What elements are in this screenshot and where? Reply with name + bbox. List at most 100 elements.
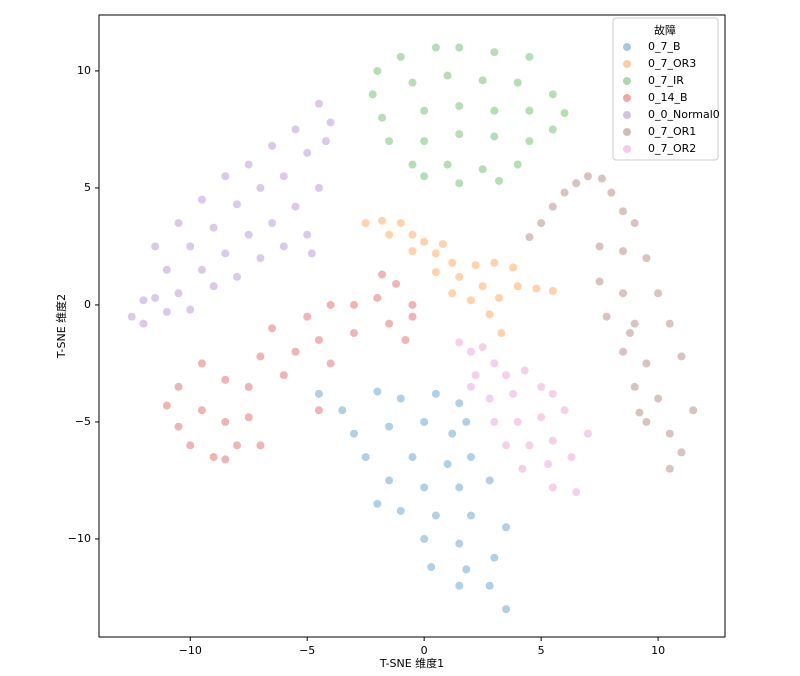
point — [501, 604, 511, 614]
point — [489, 106, 499, 116]
y-tick-label: 0 — [84, 298, 91, 311]
point — [197, 405, 207, 415]
point — [139, 295, 148, 305]
point — [431, 43, 441, 52]
point — [494, 176, 504, 186]
point — [548, 389, 558, 399]
point — [525, 232, 534, 242]
x-tick-label: 5 — [538, 644, 545, 657]
point — [220, 375, 230, 385]
x-tick-label: 0 — [421, 644, 428, 657]
point — [302, 148, 312, 158]
point — [326, 118, 335, 127]
point — [494, 293, 504, 303]
point — [244, 230, 254, 240]
point — [618, 347, 628, 357]
point — [408, 78, 417, 88]
point — [174, 422, 183, 432]
point — [513, 417, 523, 427]
point — [501, 522, 511, 532]
point — [508, 263, 518, 272]
point — [314, 335, 324, 345]
point — [478, 164, 488, 174]
point — [256, 352, 265, 361]
legend-marker — [623, 77, 631, 85]
point — [634, 408, 644, 417]
point — [665, 319, 675, 329]
point — [384, 476, 394, 485]
point — [139, 319, 148, 329]
point — [454, 483, 464, 492]
point — [256, 440, 265, 450]
point — [454, 581, 464, 591]
point — [307, 249, 317, 258]
point — [602, 312, 612, 322]
point — [372, 499, 382, 509]
point — [466, 347, 476, 357]
point — [419, 417, 429, 427]
point — [489, 553, 499, 563]
point — [361, 452, 371, 462]
point — [314, 99, 324, 109]
point — [548, 436, 558, 446]
point — [525, 136, 534, 146]
point — [279, 242, 289, 251]
point — [496, 328, 506, 338]
point — [454, 101, 464, 111]
point — [466, 382, 476, 392]
point — [489, 47, 499, 57]
point — [372, 66, 382, 76]
legend-label: 0_7_OR2 — [648, 142, 696, 155]
point — [548, 125, 558, 134]
point — [543, 459, 553, 469]
point — [454, 272, 464, 282]
point — [513, 160, 523, 169]
point — [349, 328, 359, 338]
point — [314, 389, 324, 399]
point — [625, 328, 635, 338]
point — [368, 89, 378, 99]
point — [377, 113, 387, 123]
point — [606, 188, 616, 198]
point — [279, 171, 289, 181]
point — [291, 347, 300, 357]
point — [232, 199, 242, 209]
point — [408, 160, 417, 169]
point — [419, 136, 429, 146]
point — [630, 218, 640, 228]
point — [162, 307, 172, 317]
point — [162, 401, 172, 410]
point — [185, 242, 195, 251]
point — [396, 52, 406, 62]
point — [630, 319, 640, 329]
point — [361, 218, 371, 228]
point — [471, 370, 481, 380]
point — [618, 246, 628, 256]
point — [419, 534, 429, 544]
point — [508, 389, 518, 399]
point — [548, 202, 558, 212]
point — [431, 389, 441, 399]
point — [244, 412, 254, 422]
point — [466, 452, 476, 462]
point — [466, 511, 476, 520]
point — [267, 218, 277, 228]
point — [471, 260, 481, 270]
point — [641, 253, 651, 263]
point — [485, 581, 495, 591]
point — [419, 237, 429, 247]
point — [384, 319, 394, 329]
point — [197, 359, 207, 368]
point — [454, 43, 464, 52]
point — [419, 171, 429, 181]
point — [618, 288, 628, 298]
point — [525, 52, 534, 62]
point — [571, 178, 581, 188]
point — [377, 216, 387, 226]
point — [174, 218, 183, 228]
point — [431, 249, 441, 258]
point — [583, 171, 593, 181]
point — [391, 279, 401, 289]
point — [408, 230, 417, 240]
